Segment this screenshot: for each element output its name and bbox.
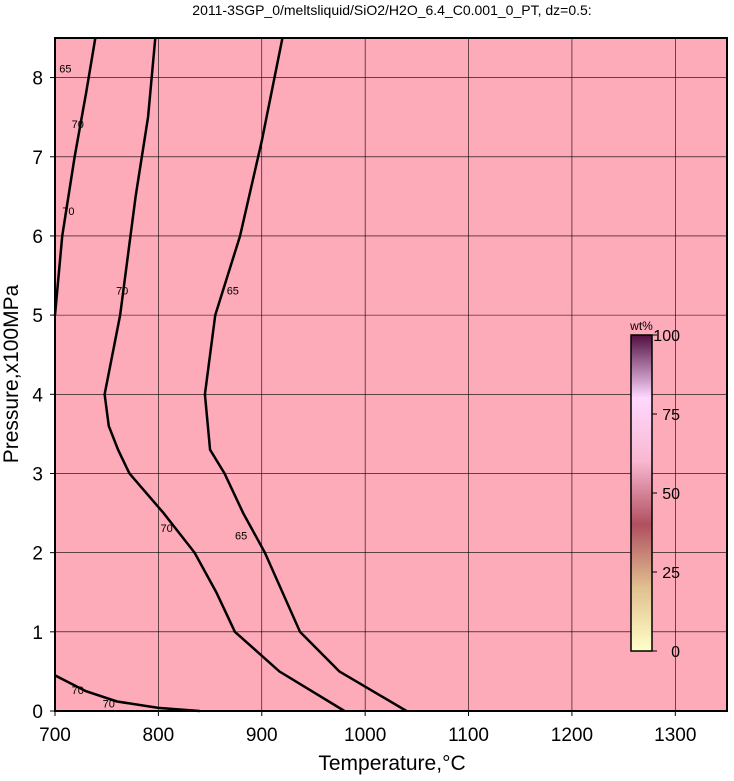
plot-background <box>55 38 727 711</box>
plot-frame <box>54 37 728 712</box>
y-tick-label: 3 <box>32 464 43 485</box>
x-tick-label: 1300 <box>654 725 696 746</box>
contour-label: 70 <box>62 206 74 218</box>
colorbar-label: wt% <box>629 319 653 333</box>
contour-line <box>203 37 408 713</box>
contour-label: 70 <box>161 523 173 535</box>
x-tick-label: 1200 <box>551 725 593 746</box>
contour-label: 65 <box>227 285 239 297</box>
x-tick-label: 1000 <box>344 725 386 746</box>
contour-label: 70 <box>72 119 84 131</box>
contour-line <box>103 37 346 713</box>
colorbar-tick-label: 50 <box>662 486 680 503</box>
y-tick-label: 2 <box>32 544 43 565</box>
x-tick-label: 1100 <box>448 725 489 746</box>
colorbar-tick-label: 75 <box>662 407 680 424</box>
contour-line <box>54 674 200 713</box>
colorbar <box>630 334 653 652</box>
y-tick-label: 7 <box>32 148 43 169</box>
contour-label: 70 <box>72 685 84 697</box>
colorbar-tick-label: 25 <box>662 565 680 582</box>
x-tick-label: 800 <box>143 725 175 746</box>
contour-label: 65 <box>59 64 71 76</box>
colorbar-tick-label: 0 <box>671 644 680 661</box>
contour-label: 70 <box>103 699 115 711</box>
y-tick-label: 1 <box>32 623 43 644</box>
y-tick-label: 0 <box>32 702 43 723</box>
x-axis-label: Temperature,°C <box>318 752 465 775</box>
x-tick-label: 900 <box>246 725 278 746</box>
y-tick-label: 4 <box>32 385 43 406</box>
contour-label: 65 <box>235 531 247 543</box>
colorbar-tick-label: 100 <box>653 328 680 345</box>
y-tick-label: 5 <box>32 306 43 327</box>
y-axis-label: Pressure,x100MPa <box>0 284 23 463</box>
x-tick-label: 700 <box>39 725 71 746</box>
contour-label: 70 <box>116 285 128 297</box>
y-tick-label: 6 <box>32 227 43 248</box>
chart-title: 2011-3SGP_0/meltsliquid/SiO2/H2O_6.4_C0.… <box>192 2 591 18</box>
y-tick-label: 8 <box>32 69 43 90</box>
